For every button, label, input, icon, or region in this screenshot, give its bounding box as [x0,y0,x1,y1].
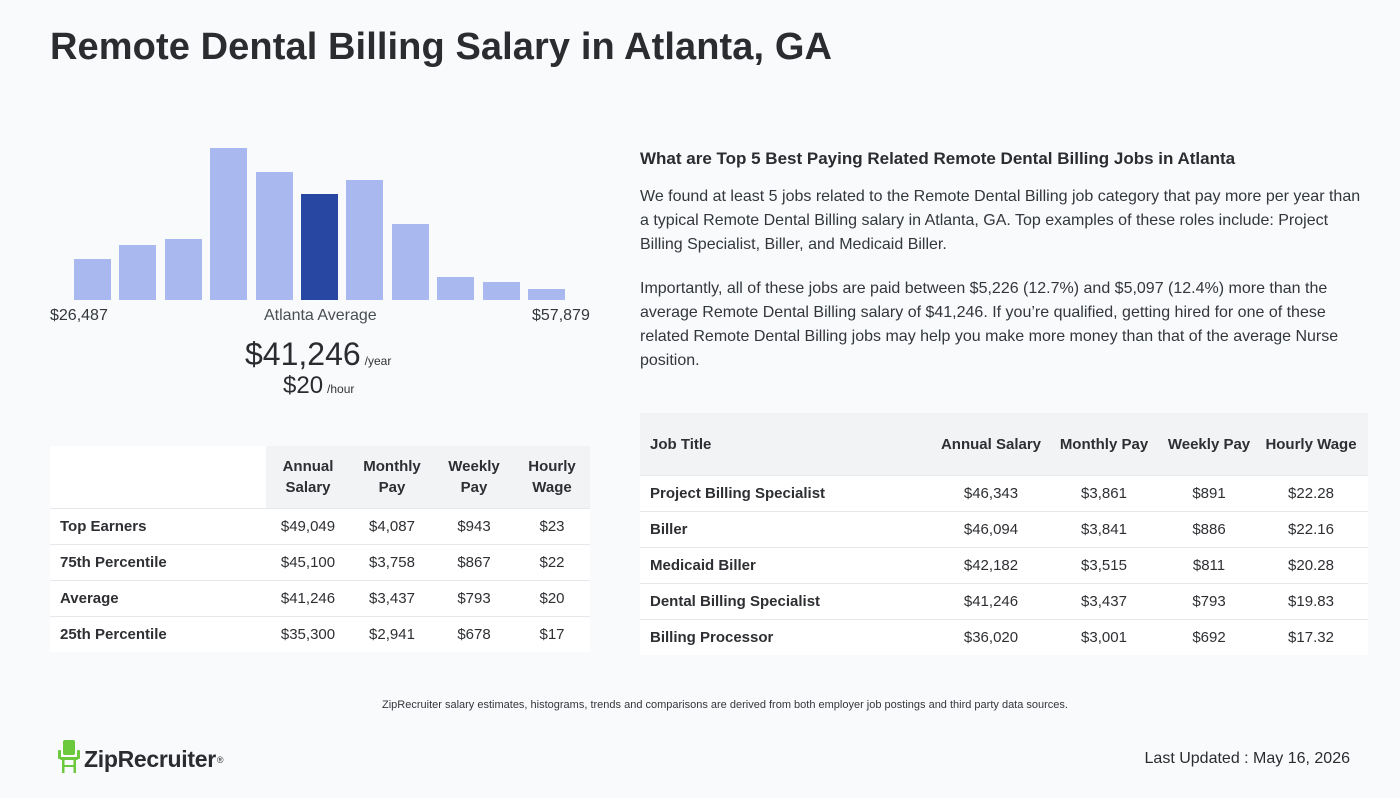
row-label: 25th Percentile [50,616,266,652]
monthly-cell: $3,001 [1044,619,1164,655]
hourly-cell: $23 [514,508,590,545]
registered-mark: ® [216,754,224,765]
histogram-bar [482,282,520,300]
header-annual-salary: Annual Salary [266,446,350,509]
weekly-cell: $811 [1164,547,1254,584]
monthly-cell: $3,841 [1044,511,1164,548]
ziprecruiter-logo[interactable]: ZipRecruiter ® [58,740,224,779]
annual-cell: $41,246 [266,580,350,617]
histogram-bar-average [301,194,338,300]
job-title-cell: Billing Processor [640,619,938,655]
hourly-cell: $20 [514,580,590,617]
histogram-max-label: $57,879 [532,307,590,324]
hourly-cell: $22.28 [1254,475,1368,512]
monthly-cell: $4,087 [350,508,434,545]
header-hourly-wage: Hourly Wage [514,446,590,509]
table-row: 75th Percentile $45,100 $3,758 $867 $22 [50,544,590,581]
table-row: Biller $46,094 $3,841 $886 $22.16 [640,511,1368,548]
related-jobs-table: Job Title Annual Salary Monthly Pay Week… [640,413,1368,655]
job-title-cell: Biller [640,511,938,548]
average-hourly: $20/hour [283,372,354,400]
annual-cell: $35,300 [266,616,350,652]
hourly-cell: $17 [514,616,590,652]
average-salary-value: $41,246 [245,336,361,372]
annual-cell: $36,020 [938,619,1044,655]
histogram-bar [210,148,248,300]
weekly-cell: $886 [1164,511,1254,548]
histogram-bar [528,289,565,300]
histogram-min-label: $26,487 [50,307,108,324]
hourly-unit: /hour [327,382,355,396]
histogram-bar [391,224,429,300]
table-header-row: Annual Salary Monthly Pay Weekly Pay Hou… [50,446,590,509]
table-row: Average $41,246 $3,437 $793 $20 [50,580,590,617]
hourly-cell: $22 [514,544,590,581]
table-row: Top Earners $49,049 $4,087 $943 $23 [50,508,590,545]
weekly-cell: $867 [434,544,514,581]
table-row: Project Billing Specialist $46,343 $3,86… [640,475,1368,512]
zipchair-logo-icon [58,740,80,779]
row-label: 75th Percentile [50,544,266,581]
weekly-cell: $891 [1164,475,1254,512]
last-updated: Last Updated : May 16, 2026 [1144,750,1350,767]
related-jobs-paragraph-2: Importantly, all of these jobs are paid … [640,280,1339,369]
table-row: Billing Processor $36,020 $3,001 $692 $1… [640,619,1368,655]
header-job-title: Job Title [640,413,938,476]
weekly-cell: $793 [1164,583,1254,620]
histogram-bar [74,259,111,300]
table-row: Medicaid Biller $42,182 $3,515 $811 $20.… [640,547,1368,584]
weekly-cell: $793 [434,580,514,617]
histogram-average-label: Atlanta Average [264,307,377,324]
hourly-cell: $17.32 [1254,619,1368,655]
job-title-cell: Project Billing Specialist [640,475,938,512]
row-label: Top Earners [50,508,266,545]
header-hourly-wage: Hourly Wage [1254,413,1368,476]
annual-cell: $49,049 [266,508,350,545]
annual-cell: $46,094 [938,511,1044,548]
monthly-cell: $3,758 [350,544,434,581]
histogram-bar [255,172,293,300]
annual-cell: $46,343 [938,475,1044,512]
related-jobs-heading: What are Top 5 Best Paying Related Remot… [640,149,1236,168]
table-header-row: Job Title Annual Salary Monthly Pay Week… [640,413,1368,476]
monthly-cell: $3,515 [1044,547,1164,584]
job-title-cell: Medicaid Biller [640,547,938,584]
salary-histogram [50,100,590,300]
page-title: Remote Dental Billing Salary in Atlanta,… [50,26,833,68]
monthly-cell: $2,941 [350,616,434,652]
hourly-cell: $19.83 [1254,583,1368,620]
related-jobs-paragraph-1: We found at least 5 jobs related to the … [640,188,1361,253]
hourly-cell: $22.16 [1254,511,1368,548]
average-salary: $41,246/year [245,336,391,373]
histogram-bar [119,245,157,300]
logo-wordmark: ZipRecruiter [84,746,216,772]
percentile-table: Annual Salary Monthly Pay Weekly Pay Hou… [50,446,590,652]
histogram-bar [164,239,202,300]
weekly-cell: $678 [434,616,514,652]
table-row: Dental Billing Specialist $41,246 $3,437… [640,583,1368,620]
histogram-bar [437,277,475,300]
header-monthly-pay: Monthly Pay [350,446,434,509]
job-title-cell: Dental Billing Specialist [640,583,938,620]
header-blank [50,446,266,509]
weekly-cell: $943 [434,508,514,545]
header-weekly-pay: Weekly Pay [1164,413,1254,476]
annual-cell: $41,246 [938,583,1044,620]
hourly-cell: $20.28 [1254,547,1368,584]
annual-cell: $42,182 [938,547,1044,584]
monthly-cell: $3,861 [1044,475,1164,512]
average-hourly-value: $20 [283,372,324,399]
monthly-cell: $3,437 [1044,583,1164,620]
annual-cell: $45,100 [266,544,350,581]
row-label: Average [50,580,266,617]
header-annual-salary: Annual Salary [938,413,1044,476]
histogram-bar [346,180,384,300]
salary-unit: /year [364,354,392,368]
monthly-cell: $3,437 [350,580,434,617]
header-weekly-pay: Weekly Pay [434,446,514,509]
disclaimer: ZipRecruiter salary estimates, histogram… [382,699,1068,711]
header-monthly-pay: Monthly Pay [1044,413,1164,476]
table-row: 25th Percentile $35,300 $2,941 $678 $17 [50,616,590,652]
weekly-cell: $692 [1164,619,1254,655]
